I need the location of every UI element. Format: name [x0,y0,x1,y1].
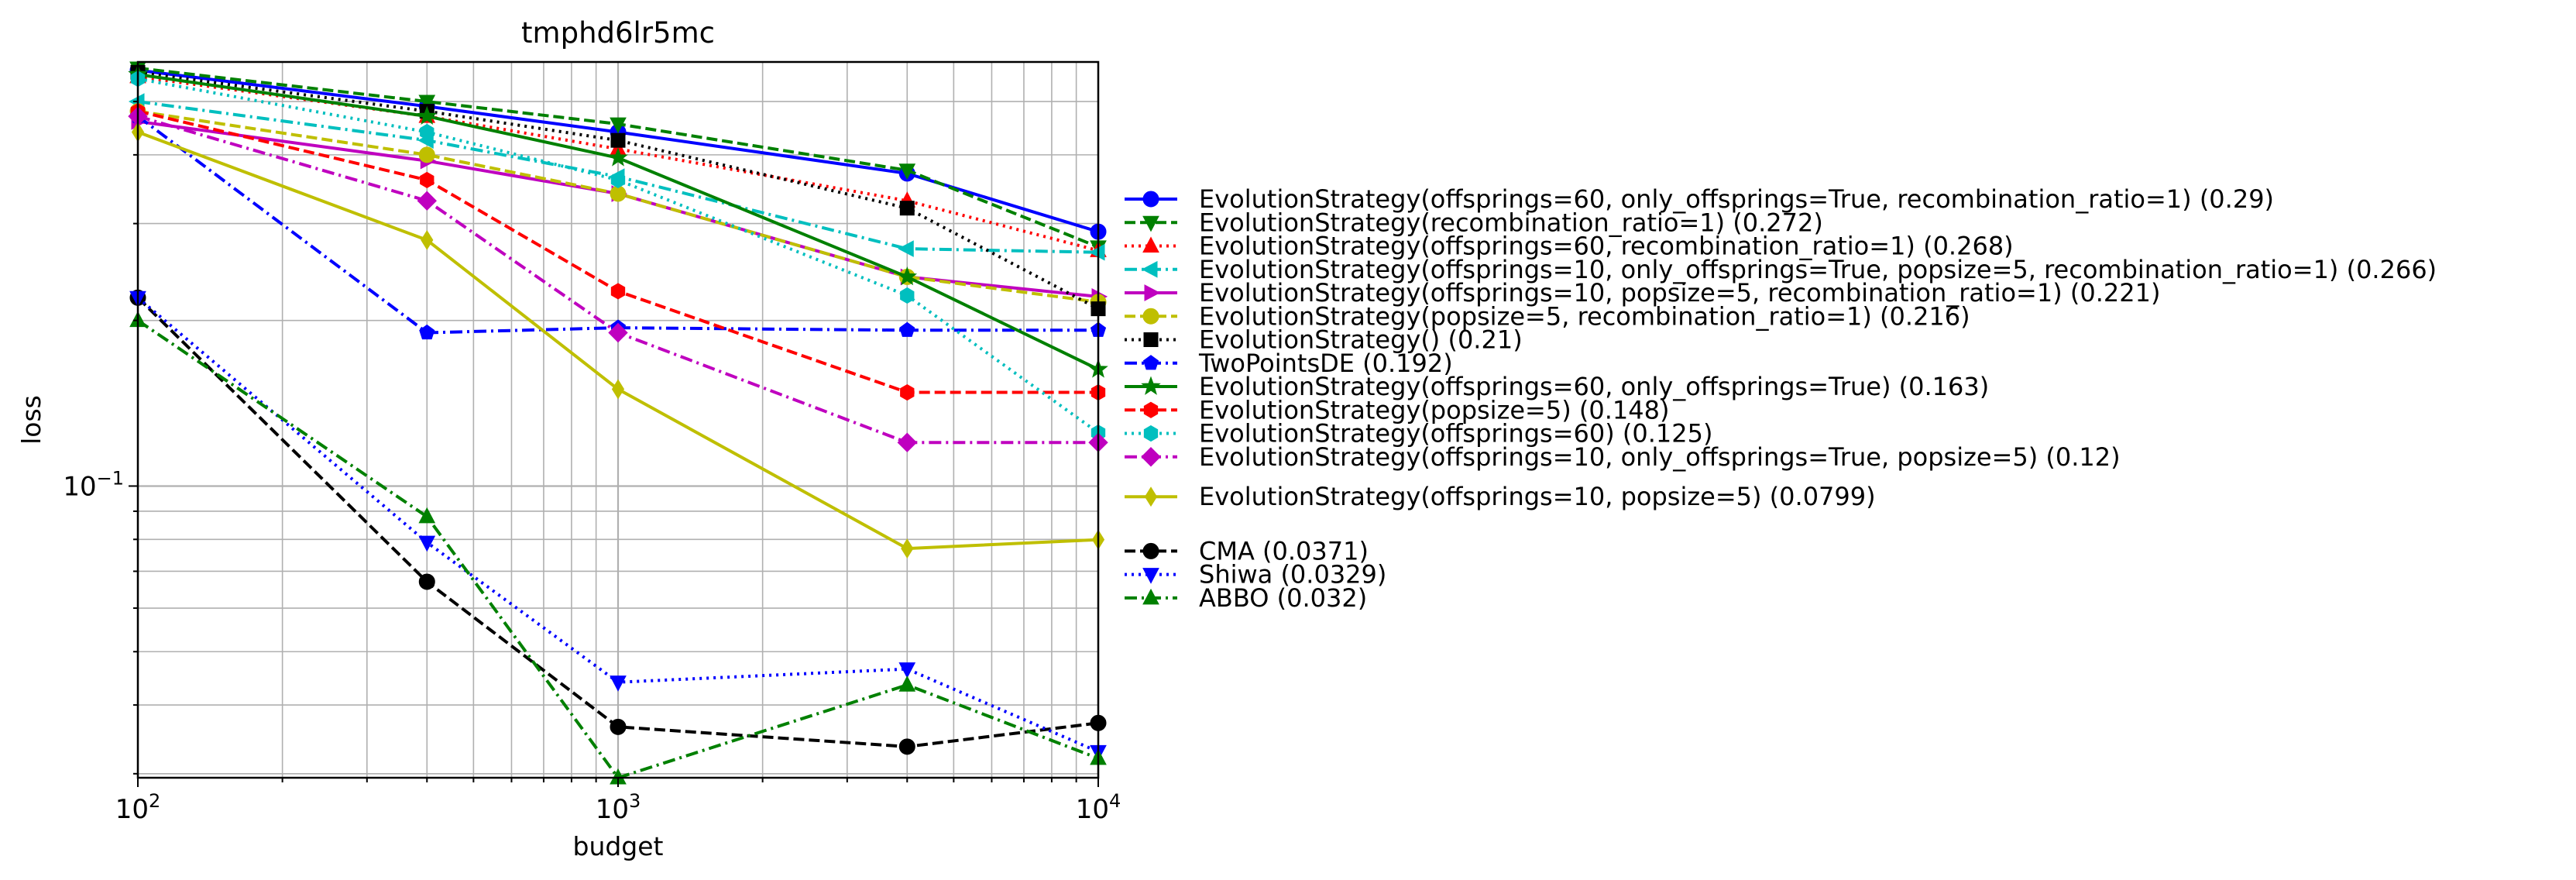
data-point [418,573,435,590]
data-point [418,95,436,112]
legend-marker [1142,191,1159,208]
legend-marker [1141,260,1158,278]
series-line [137,77,1100,435]
data-point [419,324,435,340]
data-point [1088,243,1105,261]
data-point [417,105,438,125]
legend-marker [1141,376,1161,395]
legend-label: EvolutionStrategy(offsprings=10, only_of… [1199,255,2437,284]
legend-label: EvolutionStrategy(recombination_ratio=1)… [1199,208,1823,237]
legend-entry: EvolutionStrategy(offsprings=10, popsize… [1125,278,2160,308]
data-point [608,322,628,343]
data-point [900,287,915,304]
legend-marker [1143,425,1159,442]
legend-label: EvolutionStrategy(offsprings=60, only_of… [1199,184,2274,214]
data-point [418,146,435,163]
legend-marker [1142,588,1159,605]
data-point [610,718,627,735]
data-point [610,132,626,148]
data-point [608,147,628,167]
legend-entry: EvolutionStrategy(popsize=5) (0.148) [1125,395,1669,425]
data-point [899,321,915,337]
series-11 [128,106,1108,452]
plot-series [128,61,1108,785]
legend-marker [1142,236,1159,253]
data-point [897,432,917,452]
x-tick-label: 102 [115,790,161,825]
data-point [420,123,434,141]
legend-label: EvolutionStrategy(offsprings=60, only_of… [1199,372,1989,401]
legend-label: EvolutionStrategy(popsize=5) (0.148) [1199,395,1669,425]
legend-entry: EvolutionStrategy(offsprings=10, only_of… [1125,255,2437,284]
legend-entry: EvolutionStrategy(popsize=5, recombinati… [1125,301,1970,331]
y-tick-label: 10−1 [63,467,124,502]
series-line [137,74,1099,253]
legend-label: EvolutionStrategy(offsprings=10, only_of… [1199,442,2121,472]
data-point [611,379,625,400]
legend-marker [1142,215,1159,232]
data-point [610,675,627,692]
data-point [417,191,437,211]
legend-label: ABBO (0.032) [1199,583,1367,613]
legend-entry: EvolutionStrategy(offsprings=60, only_of… [1125,184,2274,214]
x-tick-label: 103 [596,790,641,825]
legend-label: EvolutionStrategy(offsprings=10, popsize… [1199,482,1876,511]
data-point [610,171,626,188]
legend-label: TwoPointsDE (0.192) [1198,349,1453,378]
axis-ticks: 102 103 104 10−1 [63,101,1121,825]
data-point [900,383,915,401]
data-point [610,117,627,134]
legend-marker [1142,542,1159,559]
x-axis-label: budget [573,831,664,861]
data-point [418,507,436,524]
legend-entry: EvolutionStrategy(offsprings=60) (0.125) [1125,419,1712,449]
x-tick-label: 104 [1076,790,1121,825]
legend-marker [1142,308,1159,325]
legend-marker [1142,355,1159,370]
data-point [898,675,916,692]
chart-title: tmphd6lr5mc [521,16,715,50]
legend-entry: EvolutionStrategy(offsprings=10, popsize… [1125,482,1876,511]
legend-label: EvolutionStrategy(offsprings=10, popsize… [1199,278,2160,308]
legend-label: EvolutionStrategy() (0.21) [1199,325,1523,355]
legend: EvolutionStrategy(offsprings=60, only_of… [1125,184,2437,613]
legend-entry: TwoPointsDE (0.192) [1125,349,1453,378]
legend-entry: EvolutionStrategy(offsprings=60, recombi… [1125,232,2014,261]
y-axis-label: loss [16,395,46,445]
data-point [898,738,915,755]
legend-label: CMA (0.0371) [1199,536,1369,565]
legend-label: EvolutionStrategy(offsprings=60) (0.125) [1199,419,1712,449]
legend-entry: EvolutionStrategy() (0.21) [1125,325,1523,355]
legend-entry: EvolutionStrategy(recombination_ratio=1)… [1125,208,1823,237]
data-point [420,171,434,188]
data-point [898,163,916,180]
legend-entry: ABBO (0.032) [1125,583,1367,613]
legend-marker [1142,568,1159,584]
data-point [610,185,627,202]
legend-entry: Shiwa (0.0329) [1125,560,1386,590]
data-point [899,201,915,216]
data-point [610,283,626,300]
legend-marker [1144,486,1158,507]
legend-marker [1144,284,1161,301]
data-point [418,535,436,552]
data-point [901,538,914,559]
legend-entry: EvolutionStrategy(offsprings=10, only_of… [1125,442,2121,472]
legend-label: EvolutionStrategy(offsprings=60, recombi… [1199,232,2014,261]
data-point [421,229,434,250]
data-point [898,240,914,257]
legend-marker [1143,332,1159,347]
series-13 [129,289,1107,755]
legend-entry: CMA (0.0371) [1125,536,1369,565]
data-point [897,266,918,286]
legend-marker [1143,401,1159,418]
legend-marker [1141,447,1161,467]
legend-label: Shiwa (0.0329) [1199,560,1386,590]
legend-label: EvolutionStrategy(popsize=5, recombinati… [1199,301,1970,331]
legend-entry: EvolutionStrategy(offsprings=60, only_of… [1125,372,1989,401]
data-point [898,662,916,679]
